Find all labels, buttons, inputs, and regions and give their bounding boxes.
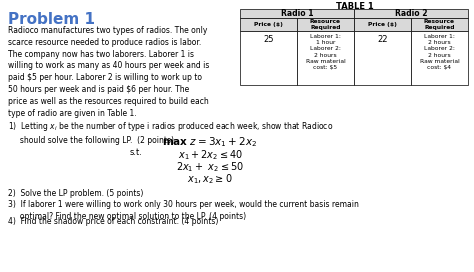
Bar bbox=[354, 9, 468, 18]
Text: Price ($): Price ($) bbox=[254, 22, 283, 27]
Text: Problem 1: Problem 1 bbox=[8, 12, 95, 27]
Bar bbox=[240, 31, 297, 85]
Text: 4)  Find the shadow price of each constraint. (4 points): 4) Find the shadow price of each constra… bbox=[8, 217, 219, 226]
Text: Price ($): Price ($) bbox=[368, 22, 397, 27]
Text: Resource
Required: Resource Required bbox=[424, 19, 455, 30]
Bar bbox=[354, 18, 411, 31]
Text: Laborer 1:
2 hours
Laborer 2:
2 hours
Raw material
cost: $4: Laborer 1: 2 hours Laborer 2: 2 hours Ra… bbox=[419, 34, 459, 70]
Text: 25: 25 bbox=[263, 35, 274, 44]
Bar bbox=[297, 18, 354, 31]
Bar bbox=[411, 31, 468, 85]
Text: $2x_1 +\ x_2 \leq 50$: $2x_1 +\ x_2 \leq 50$ bbox=[176, 160, 244, 174]
Text: 3)  If laborer 1 were willing to work only 30 hours per week, would the current : 3) If laborer 1 were willing to work onl… bbox=[8, 200, 359, 221]
Bar bbox=[240, 9, 354, 18]
Text: Resource
Required: Resource Required bbox=[310, 19, 341, 30]
Bar bbox=[297, 31, 354, 85]
Text: $x_1 + 2x_2 \leq 40$: $x_1 + 2x_2 \leq 40$ bbox=[178, 148, 243, 162]
Text: 22: 22 bbox=[377, 35, 388, 44]
Text: 2)  Solve the LP problem. (5 points): 2) Solve the LP problem. (5 points) bbox=[8, 189, 143, 198]
Text: $\mathbf{max}\ z = 3x_1 + 2x_2$: $\mathbf{max}\ z = 3x_1 + 2x_2$ bbox=[163, 135, 257, 149]
Text: TABLE 1: TABLE 1 bbox=[336, 2, 374, 11]
Text: 1)  Letting $x_i$ be the number of type i radios produced each week, show that R: 1) Letting $x_i$ be the number of type i… bbox=[8, 120, 333, 145]
Text: Radioco manufactures two types of radios. The only
scarce resource needed to pro: Radioco manufactures two types of radios… bbox=[8, 26, 210, 118]
Text: Radio 1: Radio 1 bbox=[281, 9, 313, 18]
Bar bbox=[411, 18, 468, 31]
Text: $x_1, x_2 \geq 0$: $x_1, x_2 \geq 0$ bbox=[187, 172, 233, 186]
Text: Radio 2: Radio 2 bbox=[395, 9, 427, 18]
Text: s.t.: s.t. bbox=[130, 148, 143, 157]
Bar bbox=[240, 18, 297, 31]
Bar bbox=[354, 31, 411, 85]
Text: Laborer 1:
1 hour
Laborer 2:
2 hours
Raw material
cost: $5: Laborer 1: 1 hour Laborer 2: 2 hours Raw… bbox=[306, 34, 346, 70]
